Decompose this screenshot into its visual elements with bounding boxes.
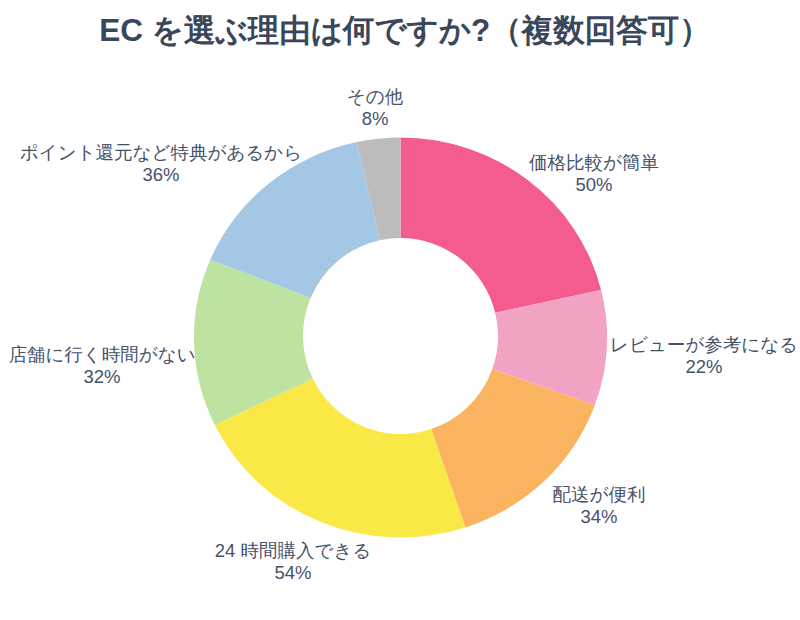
chart-canvas: EC を選ぶ理由は何ですか?（複数回答可） 価格比較が簡単 50% レビューが参… (0, 0, 800, 620)
label-24hours: 24 時間購入できる 54% (215, 540, 372, 584)
label-other: その他 8% (347, 86, 403, 130)
label-reviews: レビューが参考になる 22% (610, 334, 798, 378)
label-delivery: 配送が便利 34% (553, 484, 646, 528)
label-no-time-store: 店舗に行く時間がない 32% (8, 344, 195, 388)
label-price-compare: 価格比較が簡単 50% (529, 152, 659, 196)
label-points: ポイント還元など特典があるから 36% (20, 142, 302, 186)
